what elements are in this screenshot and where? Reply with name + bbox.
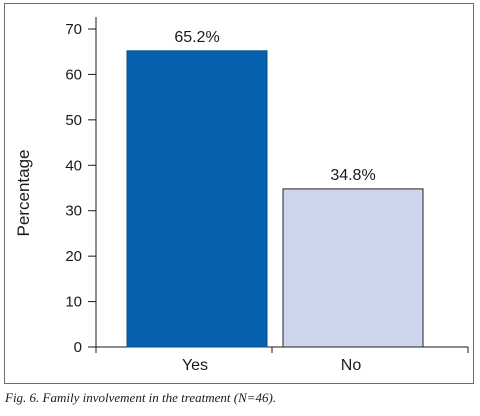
y-tick-label: 60 [65,66,82,83]
bars [127,51,423,347]
category-label: Yes [182,357,208,374]
bar-chart: 0 10 20 30 40 50 60 70 Percentage 65.2% Yes 34.8% N… [0,0,480,390]
y-tick-label: 30 [65,203,82,220]
y-tick-label: 0 [74,339,82,356]
y-axis-title: Percentage [14,150,33,237]
category-label: No [341,357,362,374]
bar-no [283,189,423,347]
data-label: 65.2% [174,29,219,46]
y-tick-label: 20 [65,248,82,265]
figure-caption: Fig. 6. Family involvement in the treatm… [5,390,276,406]
y-tick-label: 50 [65,112,82,129]
y-tick-label: 40 [65,157,82,174]
bar-yes [127,51,267,347]
y-tick-label: 10 [65,294,82,311]
data-label: 34.8% [330,167,375,184]
y-tick-label: 70 [65,21,82,38]
